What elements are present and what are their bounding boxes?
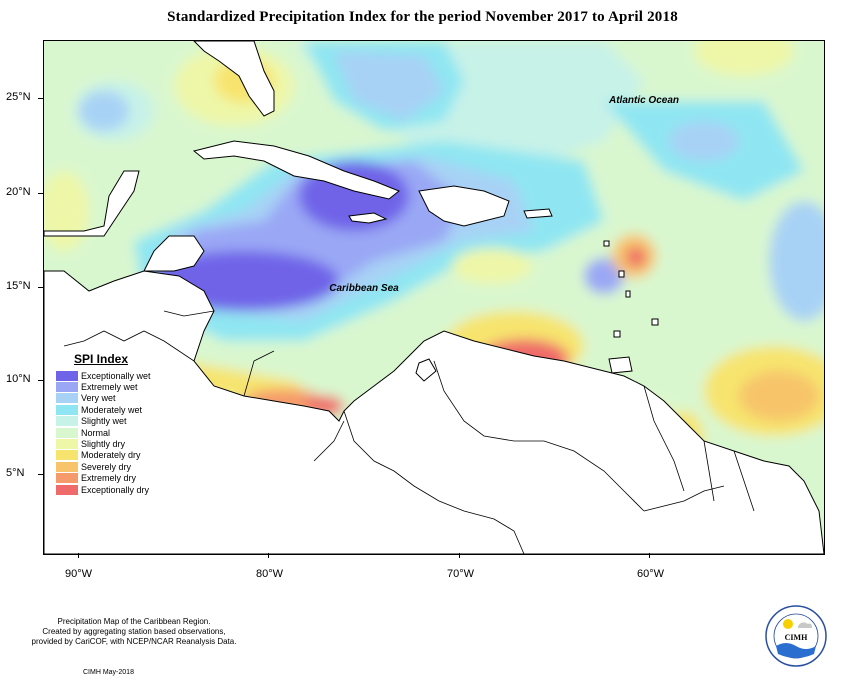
lat-tick	[38, 98, 43, 99]
lat-label-20n: 20°N	[6, 186, 31, 198]
legend-item: Moderately dry	[56, 450, 172, 461]
legend-swatch	[56, 382, 78, 393]
lon-label-70w: 70°W	[447, 568, 475, 580]
map-frame: Atlantic Ocean Caribbean Sea	[43, 40, 825, 555]
lon-label-80w: 80°W	[256, 568, 284, 580]
footer-line: Created by aggregating station based obs…	[42, 627, 226, 636]
lat-tick	[38, 474, 43, 475]
legend-label: Slightly dry	[81, 439, 126, 450]
legend-item: Very wet	[56, 393, 172, 404]
legend-item: Moderately wet	[56, 404, 172, 415]
legend-item: Normal	[56, 427, 172, 438]
legend-item: Exceptionally wet	[56, 370, 172, 381]
footer-line: Precipitation Map of the Caribbean Regio…	[57, 617, 211, 626]
lat-tick	[38, 193, 43, 194]
legend-label: Slightly wet	[81, 416, 127, 427]
footer-credit: CIMH May-2018	[83, 669, 134, 676]
spi-legend: SPI Index Exceptionally wet Extremely wet…	[50, 352, 172, 495]
footer-line: provided by CariCOF, with NCEP/NCAR Rean…	[31, 637, 237, 646]
legend-swatch	[56, 473, 78, 484]
lon-tick	[649, 553, 650, 558]
legend-label: Very wet	[81, 393, 116, 404]
lat-tick	[38, 287, 43, 288]
legend-item: Extremely wet	[56, 381, 172, 393]
map-title: Standardized Precipitation Index for the…	[167, 9, 678, 25]
legend-swatch	[56, 404, 78, 415]
legend-item: Slightly dry	[56, 438, 172, 450]
legend-item: Extremely dry	[56, 473, 172, 484]
legend-swatch	[56, 450, 78, 461]
legend-label: Moderately wet	[81, 404, 143, 415]
legend-label: Exceptionally dry	[81, 484, 150, 495]
legend-label: Severely dry	[81, 461, 132, 472]
legend-label: Extremely wet	[81, 382, 138, 393]
lat-label-10n: 10°N	[6, 373, 31, 385]
legend-swatch	[56, 439, 78, 450]
legend-item: Slightly wet	[56, 416, 172, 427]
spi-map: Atlantic Ocean Caribbean Sea	[44, 41, 824, 554]
lat-tick	[38, 380, 43, 381]
legend-swatch	[56, 370, 78, 381]
footer-description: Precipitation Map of the Caribbean Regio…	[14, 617, 254, 647]
lon-tick	[459, 553, 460, 558]
lon-label-60w: 60°W	[637, 568, 665, 580]
legend-item: Exceptionally dry	[56, 484, 172, 495]
legend-swatch	[56, 427, 78, 438]
legend-swatch	[56, 416, 78, 427]
lat-label-15n: 15°N	[6, 280, 31, 292]
cimh-logo: CIMH	[764, 604, 828, 668]
atlantic-ocean-label: Atlantic Ocean	[608, 95, 679, 106]
lat-label-5n: 5°N	[6, 467, 25, 479]
legend-swatch	[56, 393, 78, 404]
legend-label: Exceptionally wet	[81, 370, 151, 381]
legend-label: Extremely dry	[81, 473, 137, 484]
legend-swatch	[56, 484, 78, 495]
country-borders	[63, 310, 755, 554]
legend-title: SPI Index	[74, 352, 129, 366]
legend-label: Moderately dry	[81, 450, 141, 461]
lon-label-90w: 90°W	[65, 568, 93, 580]
legend-item: Severely dry	[56, 461, 172, 472]
logo-text: CIMH	[785, 633, 808, 642]
legend-swatch	[56, 461, 78, 472]
lon-tick	[78, 553, 79, 558]
caribbean-sea-label: Caribbean Sea	[329, 283, 399, 294]
lon-tick	[268, 553, 269, 558]
lat-label-25n: 25°N	[6, 91, 31, 103]
land-masses	[44, 41, 824, 554]
legend-label: Normal	[81, 427, 111, 438]
